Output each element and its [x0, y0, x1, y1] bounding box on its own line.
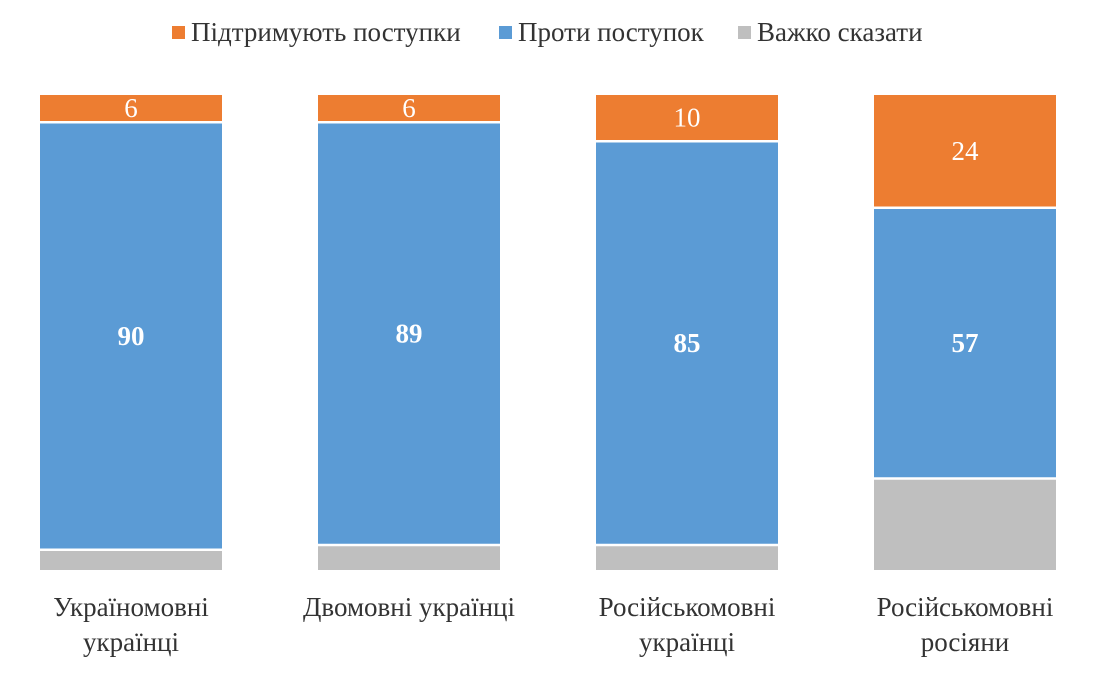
- category-label: українці: [83, 627, 179, 657]
- bar-segment: [596, 142, 778, 544]
- legend-swatch-3: [738, 26, 751, 39]
- legend-label-3: Важко сказати: [757, 17, 923, 47]
- bar-segment: [40, 123, 222, 549]
- data-label: 24: [952, 136, 980, 166]
- category-label: Двомовні українці: [303, 592, 515, 622]
- bar-segment: [874, 209, 1056, 478]
- category-label: українці: [639, 627, 735, 657]
- category-label: росіяни: [921, 627, 1009, 657]
- data-label: 6: [402, 93, 416, 123]
- data-labels: 6 90 6 89 10 85 24 57: [118, 93, 980, 358]
- bar-segment: [318, 95, 500, 121]
- category-labels: Україномовні українці Двомовні українці Рос…: [53, 592, 1053, 657]
- bar-segment: [318, 123, 500, 544]
- data-label: 10: [674, 103, 701, 133]
- category-label: Україномовні: [53, 592, 209, 622]
- legend-swatch-1: [172, 26, 185, 39]
- legend-label-2: Проти поступок: [518, 17, 705, 47]
- data-label: 89: [396, 319, 423, 349]
- data-label: 85: [674, 328, 701, 358]
- legend-swatch-2: [499, 26, 512, 39]
- legend-label-1: Підтримують поступки: [191, 17, 461, 47]
- category-label: Російськомовні: [599, 592, 776, 622]
- bar-segment: [874, 479, 1056, 570]
- data-label: 6: [124, 93, 138, 123]
- bars: [40, 95, 1056, 570]
- bar-segment: [40, 551, 222, 570]
- bar-segment: [596, 95, 778, 140]
- data-label: 57: [952, 328, 979, 358]
- data-label: 90: [118, 321, 145, 351]
- category-label: Російськомовні: [877, 592, 1054, 622]
- legend: Підтримують поступки Проти поступок Важко …: [172, 17, 923, 47]
- bar-segment: [874, 95, 1056, 207]
- bar-segment: [40, 95, 222, 121]
- bar-segment: [318, 546, 500, 570]
- bar-segment: [596, 546, 778, 570]
